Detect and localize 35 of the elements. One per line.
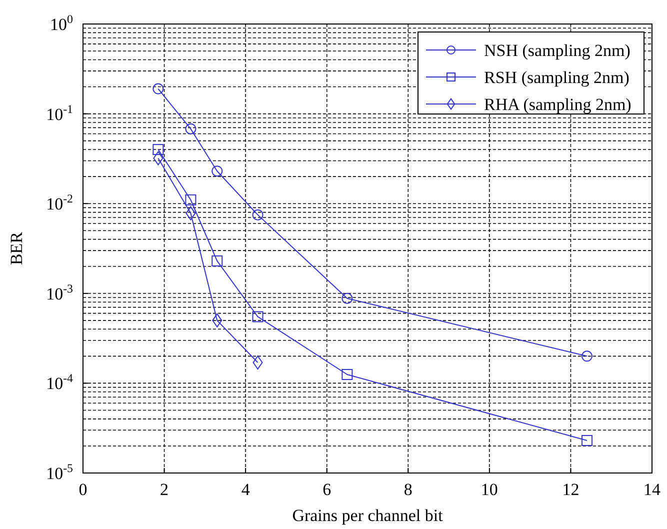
point [342,292,353,304]
point [153,151,164,166]
point [152,144,164,156]
point [252,311,264,322]
x-tick-label: 6 [322,480,332,499]
point [252,209,264,220]
point [185,194,196,206]
legend-label: RHA (sampling 2nm) [484,95,632,114]
x-tick-label: 12 [562,480,580,499]
point [342,368,353,380]
x-axis-title: Grains per channel bit [292,506,444,525]
point [212,166,223,177]
x-tick-label: 8 [404,480,412,499]
y-tick-label: 10$^{-1}$ [46,102,74,124]
x-tick-label: 10 [480,480,498,499]
point [252,356,263,370]
y-tick-label: 10$^{0}$ [50,12,74,34]
point [581,350,592,362]
point [186,206,196,220]
legend-label: NSH (sampling 2nm) [484,41,630,60]
point [212,255,223,266]
legend-label: RSH (sampling 2nm) [484,68,630,87]
point [152,83,164,94]
y-tick-label: 10$^{-3}$ [46,281,74,304]
point [581,435,592,446]
y-tick-label: 10$^{-5}$ [46,461,74,483]
x-tick-label: 2 [160,480,169,499]
x-tick-label: 4 [241,480,250,499]
y-tick-label: 10$^{-2}$ [46,192,74,214]
point [212,313,222,328]
y-tick-label: 10$^{-4}$ [46,371,74,394]
x-tick-label: 14 [644,480,661,499]
x-tick-label: 0 [78,480,88,499]
y-axis-title: BER [7,231,26,266]
point [185,123,196,134]
